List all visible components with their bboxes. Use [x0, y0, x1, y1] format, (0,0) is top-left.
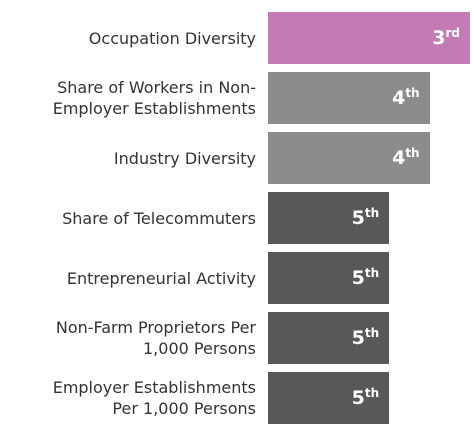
value-label: 5th: [351, 326, 380, 349]
category-label: Employer Establishments Per 1,000 Person…: [52, 378, 256, 418]
value-label: 4th: [392, 146, 420, 169]
value-label: 4th: [392, 86, 420, 109]
bar: [268, 12, 470, 64]
category-label: Entrepreneurial Activity: [66, 268, 256, 288]
bar: [268, 192, 390, 244]
category-label: Occupation Diversity: [88, 28, 256, 48]
value-label: 5th: [351, 386, 380, 409]
category-label: Share of Workers in Non-Employer Establi…: [52, 78, 256, 118]
category-label: Industry Diversity: [113, 148, 256, 168]
value-label: 5th: [351, 206, 380, 229]
category-label: Share of Telecommuters: [62, 208, 256, 228]
bar: [268, 252, 390, 304]
value-label: 3rd: [432, 26, 460, 49]
category-label: Non-Farm Proprietors Per 1,000 Persons: [55, 318, 256, 358]
bar: [268, 72, 430, 124]
bar: [268, 132, 430, 184]
value-label: 5th: [351, 266, 380, 289]
bar: [268, 312, 390, 364]
bar: [268, 372, 390, 424]
